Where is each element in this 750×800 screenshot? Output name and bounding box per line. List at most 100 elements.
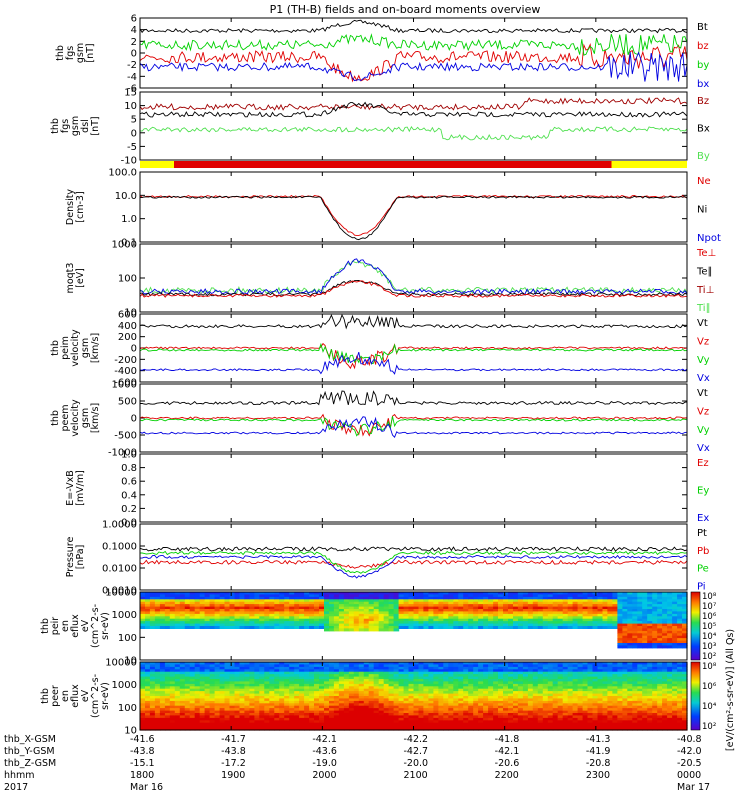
heat-cell: [557, 710, 564, 714]
heat-cell: [269, 674, 275, 678]
heat-cell: [567, 693, 574, 697]
heat-cell: [358, 662, 365, 665]
heat-cell: [363, 611, 370, 615]
heat-cell: [463, 616, 469, 620]
heat-cell: [309, 720, 315, 724]
heat-cell: [602, 693, 609, 697]
heat-cell: [567, 715, 574, 719]
heat-cell: [363, 671, 370, 675]
heat-cell: [508, 679, 514, 682]
heat-cell: [358, 693, 365, 697]
heat-cell: [353, 616, 360, 620]
heat-cell: [164, 623, 171, 627]
heat-cell: [547, 596, 554, 600]
heat-cell: [378, 609, 385, 612]
heat-cell: [348, 662, 355, 665]
heat-cell: [642, 640, 648, 644]
heat-cell: [627, 696, 633, 699]
heat-cell: [587, 686, 594, 690]
heat-cell: [458, 683, 464, 687]
heat-cell: [368, 601, 375, 605]
heat-cell: [597, 613, 604, 617]
heat-cell: [503, 715, 509, 719]
heat-cell: [348, 725, 355, 729]
heat-cell: [393, 599, 400, 603]
heat-cell: [343, 664, 350, 668]
heat-cell: [542, 674, 549, 678]
panel-3-ylabel: [cm-3]: [75, 191, 86, 222]
heat-cell: [254, 606, 260, 610]
heat-cell: [602, 686, 609, 690]
panel-10-ylabel: peer: [50, 685, 61, 707]
heat-cell: [239, 606, 246, 610]
heat-cell: [393, 693, 400, 697]
heat-cell: [219, 666, 226, 670]
heat-cell: [284, 679, 290, 682]
heat-cell: [149, 717, 156, 721]
heat-cell: [204, 696, 211, 699]
heat-cell: [617, 621, 623, 625]
heat-cell: [547, 722, 554, 726]
heat-cell: [159, 710, 166, 714]
heat-cell: [448, 717, 454, 721]
heat-cell: [423, 681, 429, 685]
heat-cell: [408, 705, 415, 709]
heat-cell: [503, 700, 509, 704]
heat-cell: [353, 592, 360, 595]
heat-cell: [388, 674, 395, 678]
heat-cell: [667, 611, 673, 615]
heat-cell: [229, 681, 236, 685]
heat-cell: [149, 693, 156, 697]
heat-cell: [254, 679, 260, 682]
heat-cell: [667, 638, 673, 642]
heat-cell: [294, 696, 300, 699]
heat-cell: [154, 691, 161, 695]
heat-cell: [577, 664, 584, 668]
heat-cell: [612, 710, 618, 714]
heat-cell: [617, 630, 623, 634]
heat-cell: [547, 676, 554, 680]
heat-cell: [368, 599, 375, 603]
heat-cell: [229, 599, 236, 603]
heat-cell: [418, 691, 425, 695]
legend-Vx: Vx: [697, 373, 710, 384]
panel-10-ylabel: eV: [80, 689, 91, 702]
heat-cell: [393, 688, 400, 692]
heat-cell: [333, 606, 340, 610]
heat-cell: [542, 705, 549, 709]
heat-cell: [219, 664, 226, 668]
heat-cell: [537, 669, 544, 673]
heat-cell: [284, 592, 290, 595]
heat-cell: [582, 717, 589, 721]
heat-cell: [682, 633, 688, 637]
heat-cell: [219, 599, 226, 603]
heat-cell: [214, 618, 221, 622]
heat-cell: [587, 599, 594, 603]
heat-cell: [194, 691, 201, 695]
heat-cell: [413, 674, 420, 678]
heat-cell: [145, 664, 151, 668]
heat-cell: [159, 681, 166, 685]
panel-2-ylabel: fgs: [60, 119, 71, 133]
heat-cell: [483, 609, 489, 612]
heat-cell: [627, 635, 633, 639]
heat-cell: [498, 664, 504, 668]
heat-cell: [159, 700, 166, 704]
heat-cell: [642, 611, 648, 615]
heat-cell: [458, 626, 464, 629]
heat-cell: [552, 609, 559, 612]
heat-cell: [448, 623, 454, 627]
heat-cell: [622, 720, 628, 724]
heat-cell: [264, 662, 270, 665]
heat-cell: [294, 693, 300, 697]
heat-cell: [513, 705, 519, 709]
heat-cell: [612, 623, 618, 627]
heat-cell: [289, 666, 295, 670]
series-Vy: [139, 342, 688, 365]
heat-cell: [145, 623, 151, 627]
heat-cell: [304, 611, 310, 615]
heat-cell: [508, 609, 514, 612]
heat-cell: [513, 662, 519, 665]
heat-cell: [403, 703, 410, 707]
heat-cell: [164, 664, 171, 668]
